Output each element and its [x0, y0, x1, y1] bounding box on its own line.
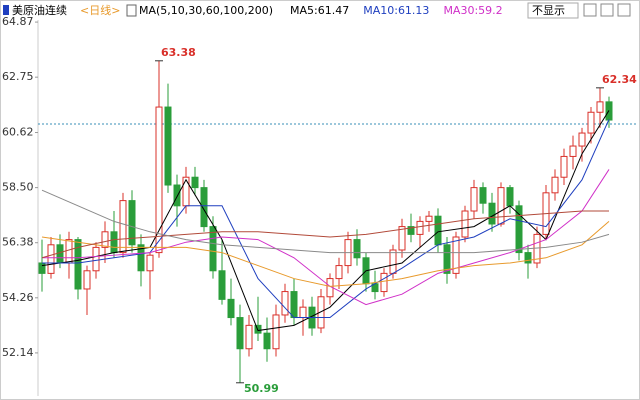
icon-button[interactable] [617, 3, 631, 17]
dropdown-label[interactable]: 不显示 [532, 4, 565, 17]
y-tick-label: 60.62 [2, 126, 34, 139]
candle-body [380, 272, 388, 293]
candle-body [209, 226, 217, 272]
candle-body [425, 215, 433, 222]
high-label: 62.34 [602, 73, 637, 86]
candle-body [587, 111, 595, 134]
candle-body [335, 265, 343, 280]
title-marker [3, 5, 9, 15]
ma-label: MA10:61.13 [363, 4, 429, 17]
ma-label: MA5:61.47 [290, 4, 349, 17]
candle-body [389, 249, 397, 274]
candle-body [290, 291, 298, 319]
ma-label: MA30:59.2 [443, 4, 502, 17]
candle-body [227, 298, 235, 319]
candle-body [578, 132, 586, 147]
candle-body [497, 187, 505, 225]
candle-body [515, 205, 523, 254]
y-tick-label: 56.38 [2, 236, 34, 249]
y-tick-label: 52.14 [2, 346, 34, 359]
candle-body [119, 200, 127, 254]
candle-body [470, 187, 478, 212]
candle-body [353, 239, 361, 259]
candle-body [155, 106, 163, 254]
candle-body [551, 176, 559, 194]
period[interactable]: <日线> [80, 3, 120, 17]
candle-body [506, 187, 514, 207]
candle-body [245, 324, 253, 350]
candle-body [110, 231, 118, 254]
icon-button[interactable] [583, 3, 597, 17]
ma-line [41, 110, 610, 332]
candle-body [74, 239, 82, 290]
candle-body [299, 306, 307, 319]
ma-line [42, 119, 610, 319]
ma-icon[interactable] [126, 4, 137, 17]
y-tick-label: 64.87 [2, 15, 34, 28]
candle-body [263, 332, 271, 350]
low-label: 50.99 [244, 382, 279, 395]
candle-body [452, 236, 460, 274]
candle-body [146, 254, 154, 272]
candle-body [38, 262, 46, 274]
y-tick-label: 54.26 [2, 291, 34, 304]
icon-button[interactable] [600, 3, 614, 17]
candle-body [524, 252, 532, 264]
candle-body [407, 226, 415, 235]
candle-body [596, 101, 604, 113]
title: 美原油连续 [12, 3, 67, 17]
candle-body [560, 155, 568, 178]
ma-params: MA(5,10,30,60,100,200) [139, 4, 273, 17]
candle-body [83, 270, 91, 290]
y-tick-label: 58.50 [2, 181, 34, 194]
candle-body [443, 244, 451, 274]
ma-line [41, 189, 610, 254]
candle-body [47, 244, 55, 274]
candle-body [65, 239, 73, 264]
dropdown[interactable] [527, 2, 579, 19]
ma-line [41, 221, 610, 287]
candle-body [101, 231, 109, 248]
y-tick-label: 62.75 [2, 70, 34, 83]
candle-body [398, 226, 406, 251]
candle-body [461, 210, 469, 238]
candle-body [434, 215, 442, 246]
candle-body [569, 145, 577, 157]
ma-line [41, 210, 609, 259]
candle-body [479, 187, 487, 204]
candle-body [416, 220, 424, 235]
candle-body [128, 200, 136, 246]
candle-body [137, 244, 145, 272]
candle-body [236, 317, 244, 350]
candle-body [317, 296, 325, 329]
candle-body [191, 176, 199, 189]
candle-body [218, 270, 226, 300]
candle-body [488, 202, 496, 225]
candle-body [164, 106, 172, 186]
candle-body [92, 246, 100, 272]
candle-body [56, 244, 64, 264]
candle-body [281, 291, 289, 316]
candle-body [272, 314, 280, 350]
high-label: 63.38 [161, 46, 196, 59]
candle-body [173, 184, 181, 207]
candle-body [200, 187, 208, 228]
candle-body [182, 176, 190, 207]
